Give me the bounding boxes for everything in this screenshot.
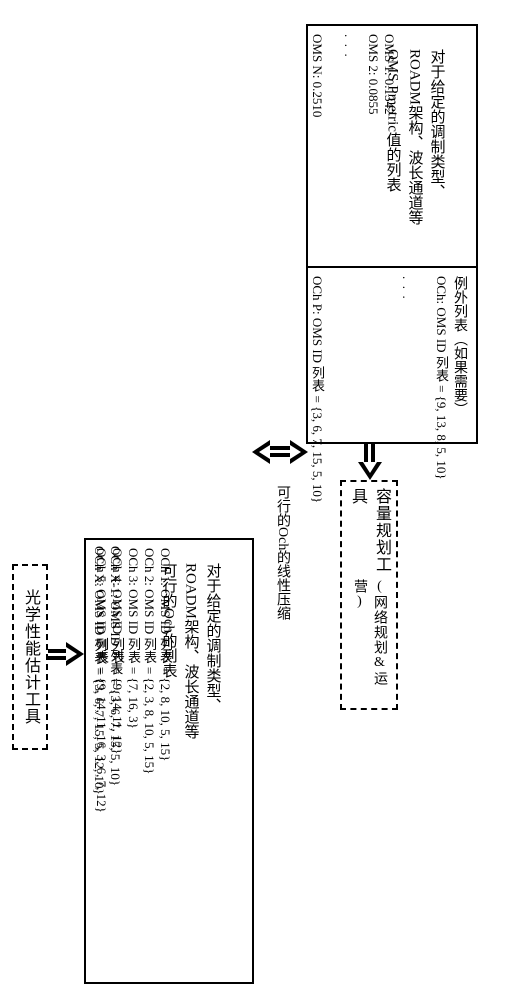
capacity-tool-l2: (网络规划&运营) xyxy=(349,579,389,702)
arrowhead-down-inner xyxy=(363,462,377,473)
right-box-divider xyxy=(308,266,476,268)
och-row-x: OCh X: OMS ID 列表 = {3, 6, 7, 15, 5, 12, … xyxy=(90,546,108,795)
och-row-1: OCh 1: OMS ID 列表 = {2, 8, 10, 5, 15} xyxy=(156,548,174,761)
optical-tool-box: 光学性能估计工具 xyxy=(12,564,48,750)
exc-dots: . . . xyxy=(398,276,416,299)
arrowhead-m-left xyxy=(252,440,270,464)
oms-dots: . . . xyxy=(340,34,358,57)
exc-title: 例外列表（如果需要） xyxy=(449,276,470,416)
och-row-x1: OCh X-1: OMS ID 列表 = {3, 6, 7, 15, 5, 10… xyxy=(106,546,124,786)
exc-row-p: OCh P: OMS ID 列表 = {3, 6, 7, 15, 5, 10} xyxy=(308,276,326,503)
arrowhead-1 xyxy=(66,642,84,666)
oms-row-n: OMS N: 0.2510 xyxy=(308,34,326,117)
right-content-box: 对于给定的调制类型、 ROADM架构、波长通道等 OMS Pmetric值的列表… xyxy=(306,24,478,444)
capacity-tool-l1: 容量规划工具 xyxy=(345,488,393,579)
exc-row-1: OCh: OMS ID 列表 = {9, 13, 8, 5, 10} xyxy=(432,276,450,480)
capacity-tool-box: 容量规划工具 (网络规划&运营) xyxy=(340,480,398,710)
och-row-3: OCh 3: OMS ID 列表 = {7, 16, 3} xyxy=(124,548,142,729)
optical-tool-label: 光学性能估计工具 xyxy=(18,589,42,725)
oms-row-1: OMS 1: 0.1342 xyxy=(380,34,398,115)
oms-row-2: OMS 2: 0.0855 xyxy=(364,34,382,115)
och-row-2: OCh 2: OMS ID 列表 = {2, 3, 8, 10, 5, 15} xyxy=(140,548,158,774)
